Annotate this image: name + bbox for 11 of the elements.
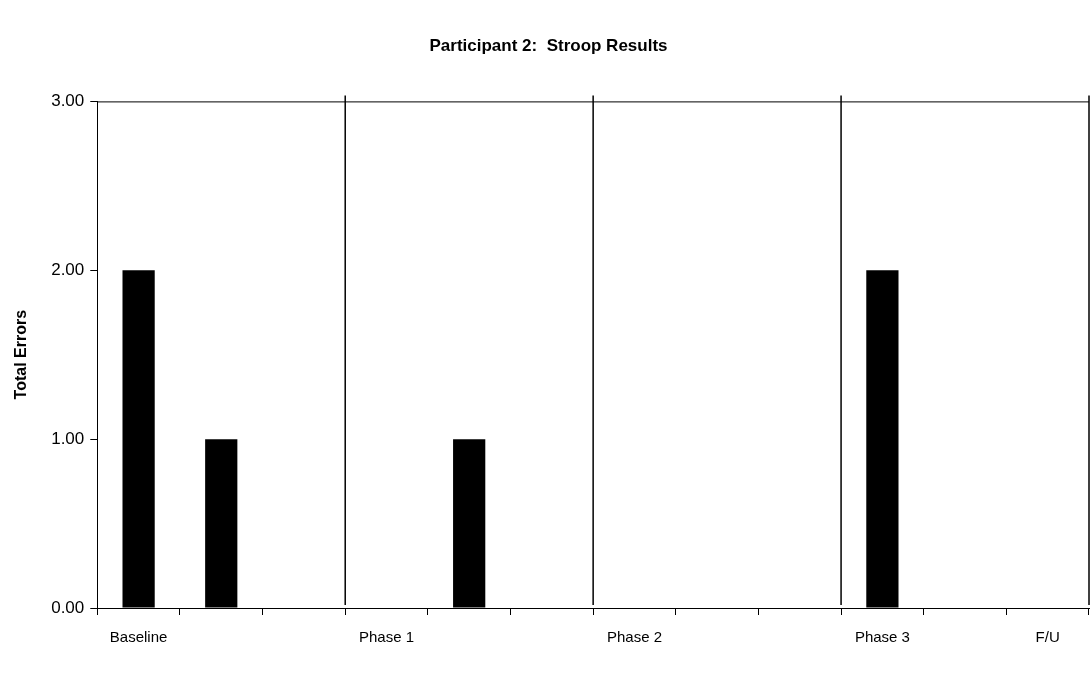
- x-tick-label: Baseline: [109, 628, 168, 646]
- y-tick-label: 1.00: [51, 428, 85, 448]
- chart-title: Participant 2: Stroop Results: [429, 35, 668, 55]
- y-axis-title: Total Errors: [12, 309, 30, 400]
- y-tick-label: 0.00: [51, 597, 85, 617]
- x-tick-label: F/U: [1035, 628, 1060, 646]
- y-tick-label: 2.00: [51, 259, 85, 279]
- y-tick-label: 3.00: [51, 91, 85, 111]
- x-tick-label: Phase 3: [854, 628, 910, 646]
- x-tick-label: Phase 2: [606, 628, 662, 646]
- x-tick-label: Phase 1: [359, 628, 415, 646]
